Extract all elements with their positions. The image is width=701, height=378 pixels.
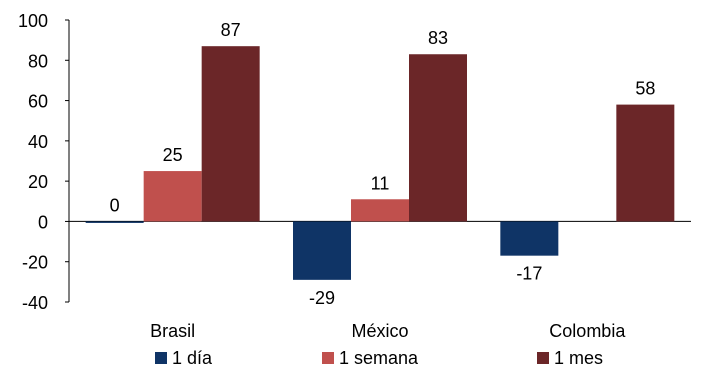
legend-label: 1 día xyxy=(172,348,213,368)
bar xyxy=(85,221,144,223)
legend-label: 1 mes xyxy=(554,348,603,368)
bar xyxy=(201,46,260,222)
bar xyxy=(409,54,467,222)
data-labels: 0 25 87 -29 11 83 -17 58 xyxy=(110,20,656,308)
data-label: -17 xyxy=(516,264,542,284)
legend-swatch xyxy=(155,352,167,364)
data-label: 83 xyxy=(428,28,448,48)
data-label: 87 xyxy=(221,20,241,40)
data-label: -29 xyxy=(309,288,335,308)
data-label: 0 xyxy=(110,195,120,215)
legend: 1 día 1 semana 1 mes xyxy=(155,348,603,368)
bars xyxy=(85,46,675,280)
bar xyxy=(143,171,202,222)
x-axis: Brasil México Colombia xyxy=(69,220,691,341)
x-tick-label: México xyxy=(351,321,408,341)
y-tick-label: 0 xyxy=(38,212,48,232)
bar xyxy=(500,221,559,256)
x-tick-label: Brasil xyxy=(150,321,195,341)
y-tick-label: 100 xyxy=(18,11,48,31)
data-label: 25 xyxy=(163,145,183,165)
y-tick-label: 60 xyxy=(28,92,48,112)
legend-label: 1 semana xyxy=(339,348,419,368)
bar xyxy=(351,199,409,222)
legend-swatch xyxy=(537,352,549,364)
legend-swatch xyxy=(322,352,334,364)
data-label: 11 xyxy=(371,173,390,193)
x-tick-label: Colombia xyxy=(549,321,626,341)
y-tick-label: 20 xyxy=(28,172,48,192)
data-label: 58 xyxy=(635,79,655,99)
y-tick-label: 80 xyxy=(28,51,48,71)
y-tick-label: -20 xyxy=(22,253,48,273)
y-tick-label: 40 xyxy=(28,132,48,152)
bar xyxy=(293,221,351,280)
y-tick-label: -40 xyxy=(22,293,48,313)
y-axis: -40 -20 0 20 40 60 80 100 xyxy=(18,11,70,313)
bar xyxy=(616,104,675,222)
